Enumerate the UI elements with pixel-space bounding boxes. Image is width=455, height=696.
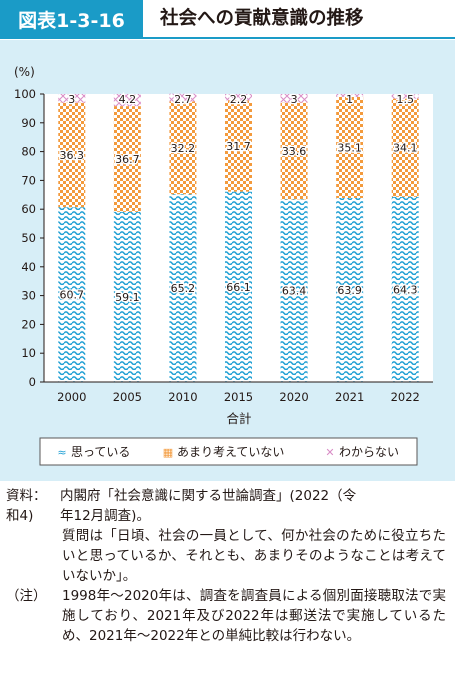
x-tick-label: 2000 (57, 390, 86, 404)
data-label: 4.2 (119, 93, 137, 106)
bar-segment (113, 211, 141, 382)
bar-segment (169, 194, 197, 382)
note-label: （注） (6, 588, 47, 604)
y-tick-label: 70 (21, 173, 36, 187)
bar-segment (391, 98, 419, 197)
y-tick-label: 60 (21, 202, 36, 216)
note-text: 1998年～2020年は、調査を調査員による個別面接聴取法で実施しており、202… (62, 588, 446, 644)
y-tick-label: 0 (29, 375, 36, 389)
legend-box (39, 437, 418, 466)
note-question: 質問は「日頃、社会の一員として、何か社会のために役立ちたいと思っているか、それと… (6, 526, 446, 586)
legend: ≈ 思っている ▦ あまり考えていない ✕ わからない (39, 437, 418, 466)
note-source-2: 和4) 年12月調査)。 (6, 506, 446, 526)
bar-segment (169, 93, 197, 102)
bar-segment (113, 106, 141, 212)
bar-segment (336, 94, 364, 97)
note-label: 資料： (6, 488, 47, 504)
data-label: 59.1 (115, 291, 140, 304)
legend-items: ≈ 思っている ▦ あまり考えていない ✕ わからない (57, 445, 399, 459)
bar-segment (391, 94, 419, 99)
legend-label: あまり考えていない (177, 445, 284, 459)
bar-segment (225, 94, 252, 101)
note-source-1: 資料： 内閣府「社会意識に関する世論調査」(2022（令 (6, 486, 446, 506)
x-tick-label: 2005 (113, 390, 142, 404)
note-caveat: （注） 1998年～2020年は、調査を調査員による個別面接聴取法で実施しており… (6, 586, 446, 646)
stacked-bar-chart: (%) 0 10 20 30 40 50 60 70 80 90 100 60.7 36.3 3 2000 5… (14, 65, 433, 466)
bar-segment (225, 100, 252, 192)
figure-number: 図表1-3-16 (0, 0, 143, 38)
figure-header: 図表1-3-16 社会への貢献意識の推移 (0, 0, 455, 39)
source-notes: 資料： 内閣府「社会意識に関する世論調査」(2022（令 和4) 年12月調査)… (6, 486, 446, 646)
y-tick-label: 10 (21, 346, 36, 360)
bar-segment (336, 96, 364, 198)
y-tick-label: 20 (21, 317, 36, 331)
x-tick-label: 2022 (391, 390, 420, 404)
plot-area: 0 10 20 30 40 50 60 70 80 90 100 60.7 36.3 3 2000 59.1 3… (14, 87, 433, 404)
y-axis-unit-label: (%) (14, 65, 35, 79)
y-tick-label: 90 (21, 116, 36, 130)
data-label: 65.2 (171, 282, 196, 295)
legend-marker-icon: ▦ (163, 446, 173, 459)
bar-segment (336, 197, 364, 382)
data-label: 3 (68, 93, 75, 106)
legend-marker-icon: ✕ (325, 446, 334, 459)
data-label: 63.9 (337, 284, 362, 297)
bar-segment (169, 101, 197, 195)
bar-segment (391, 196, 419, 382)
x-tick-label: 2015 (224, 390, 253, 404)
legend-label: わからない (339, 445, 399, 459)
header-rule (0, 37, 455, 39)
y-tick-label: 40 (21, 260, 36, 274)
bar-segment (58, 207, 86, 382)
note-text: 質問は「日頃、社会の一員として、何か社会のために役立ちたいと思っているか、それと… (62, 528, 446, 584)
y-tick-label: 100 (14, 87, 36, 101)
bar-segment (280, 199, 308, 382)
data-label: 64.3 (393, 283, 418, 296)
data-label: 60.7 (60, 289, 85, 302)
data-label: 34.1 (393, 142, 418, 155)
y-tick-label: 50 (21, 231, 36, 245)
note-label: 和4) (6, 508, 34, 524)
data-label: 35.1 (337, 141, 362, 154)
bar-segment (113, 94, 141, 107)
y-tick-label: 80 (21, 145, 36, 159)
bar-segment (58, 94, 86, 103)
x-tick-label: 2010 (168, 390, 197, 404)
legend-marker-icon: ≈ (57, 446, 66, 459)
y-tick-label: 30 (21, 289, 36, 303)
data-label: 32.2 (171, 142, 196, 155)
x-tick-label: 2020 (279, 390, 308, 404)
data-label: 36.7 (115, 153, 140, 166)
data-label: 1 (346, 93, 353, 106)
data-label: 3 (291, 93, 298, 106)
data-label: 1.5 (396, 93, 414, 106)
data-label: 63.4 (282, 285, 307, 298)
x-tick-label: 2021 (335, 390, 364, 404)
data-label: 2.2 (230, 93, 248, 106)
note-text: 内閣府「社会意識に関する世論調査」(2022（令 (60, 488, 357, 504)
x-axis-label: 合計 (226, 411, 251, 426)
legend-label: 思っている (71, 445, 130, 459)
data-label: 66.1 (226, 281, 251, 294)
bar-segment (280, 102, 308, 200)
bar-segment (280, 94, 308, 103)
bar-segment (225, 191, 252, 382)
note-text: 年12月調査)。 (60, 508, 150, 524)
data-label: 31.7 (226, 140, 251, 153)
bar-segment (58, 102, 86, 208)
data-label: 2.7 (174, 93, 192, 106)
data-label: 33.6 (282, 145, 307, 158)
figure-title: 社会への貢献意識の推移 (160, 8, 364, 29)
data-label: 36.3 (60, 149, 85, 162)
